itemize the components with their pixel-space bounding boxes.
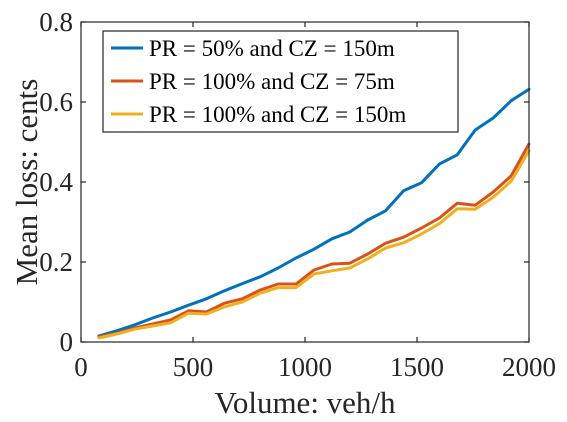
y-axis-label: Mean loss: cents [9,79,44,286]
legend: PR = 50% and CZ = 150m PR = 100% and CZ =… [102,30,459,133]
series-line-3 [97,149,531,340]
y-tick-label: 0.6 [39,87,73,117]
series-line-2 [97,142,531,339]
x-axis-label: Volume: veh/h [214,385,396,420]
x-tick-label: 2000 [502,352,556,382]
y-tick-label: 0.8 [39,7,73,37]
x-tick-label: 1000 [278,352,332,382]
series-layer [97,87,531,340]
y-tick-label: 0 [60,327,74,357]
ticks-layer: 0 500 1000 1500 2000 0 0.2 0.4 0.6 0.8 [39,7,556,382]
legend-label-3: PR = 100% and CZ = 150m [149,102,406,127]
x-tick-label: 500 [173,352,214,382]
legend-box [102,30,459,133]
y-tick-label: 0.4 [39,167,73,197]
y-tick-label: 0.2 [39,247,73,277]
x-tick-label: 1500 [390,352,444,382]
series-line-1 [97,87,531,338]
legend-label-2: PR = 100% and CZ = 75m [149,69,395,94]
legend-label-1: PR = 50% and CZ = 150m [149,36,395,61]
x-tick-label: 0 [74,352,88,382]
